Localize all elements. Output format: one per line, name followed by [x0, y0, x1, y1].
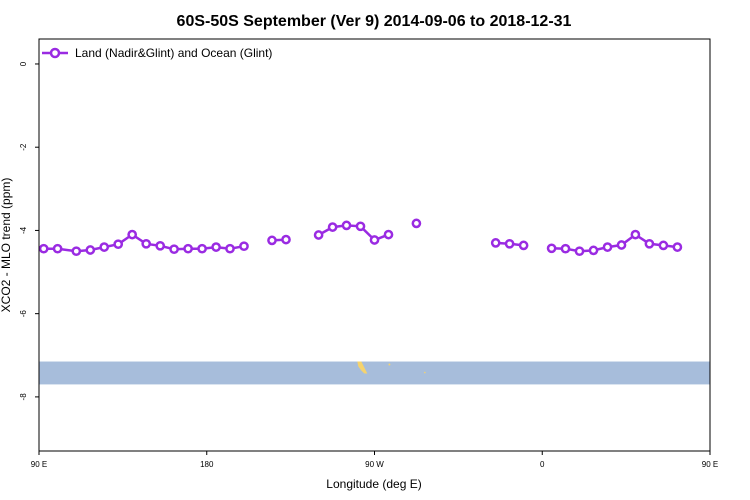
- data-point: [239, 241, 249, 252]
- data-point: [490, 238, 501, 248]
- series-0: [38, 218, 683, 257]
- data-point: [644, 238, 655, 249]
- data-point: [52, 243, 63, 254]
- series-line-segment: [551, 233, 678, 253]
- latitude-band: [39, 361, 710, 385]
- legend: Land (Nadir&Glint) and Ocean (Glint): [42, 46, 272, 60]
- plot-area: [38, 218, 710, 385]
- data-point: [197, 243, 207, 254]
- data-point: [546, 243, 557, 254]
- data-point: [155, 240, 166, 251]
- data-point: [504, 238, 515, 249]
- data-point: [183, 243, 193, 254]
- data-point: [281, 234, 291, 245]
- data-point: [267, 235, 277, 246]
- data-point: [225, 243, 235, 254]
- data-point: [169, 244, 179, 255]
- data-point: [127, 229, 138, 240]
- data-point: [616, 240, 627, 250]
- data-point: [518, 240, 529, 251]
- legend-marker-swatch: [49, 47, 61, 59]
- y-tick-label: -4: [19, 226, 28, 234]
- data-point: [574, 246, 585, 257]
- island-fragment: [388, 363, 391, 366]
- data-point: [602, 242, 613, 252]
- data-point: [327, 222, 338, 232]
- x-tick-label: 180: [200, 460, 214, 469]
- x-tick-label: 90 E: [702, 460, 718, 469]
- data-point: [141, 238, 152, 249]
- data-point: [211, 242, 221, 252]
- data-point: [658, 240, 669, 251]
- data-point: [99, 242, 110, 252]
- data-point: [313, 230, 324, 240]
- land-fragment: [357, 361, 368, 374]
- data-point: [341, 220, 352, 231]
- y-tick-label: -8: [19, 393, 28, 401]
- x-axis-ticks: 90 E 180 90 W 0 90 E: [31, 451, 718, 469]
- y-axis-ticks: 0 -2 -4 -6 -8: [19, 61, 39, 400]
- data-point: [672, 242, 683, 252]
- data-point: [355, 221, 366, 232]
- data-point: [71, 246, 82, 257]
- x-tick-label: 90 E: [31, 460, 47, 469]
- data-point: [630, 229, 641, 240]
- chart-title: 60S-50S September (Ver 9) 2014-09-06 to …: [177, 13, 572, 30]
- x-tick-label: 90 W: [365, 460, 384, 469]
- y-tick-label: 0: [19, 61, 28, 66]
- y-axis-label: XCO2 - MLO trend (ppm): [0, 178, 13, 313]
- x-axis-label: Longitude (deg E): [326, 477, 421, 491]
- legend-label: Land (Nadir&Glint) and Ocean (Glint): [75, 46, 272, 60]
- data-point: [38, 243, 49, 254]
- data-point: [113, 239, 124, 250]
- data-point: [588, 245, 599, 256]
- data-point: [560, 243, 571, 254]
- island-fragment: [424, 371, 426, 374]
- data-point: [85, 245, 96, 255]
- x-tick-label: 0: [540, 460, 545, 469]
- data-point: [411, 218, 422, 229]
- data-point: [383, 229, 394, 240]
- y-tick-label: -2: [19, 143, 28, 151]
- y-tick-label: -6: [19, 310, 28, 318]
- data-point: [369, 235, 380, 245]
